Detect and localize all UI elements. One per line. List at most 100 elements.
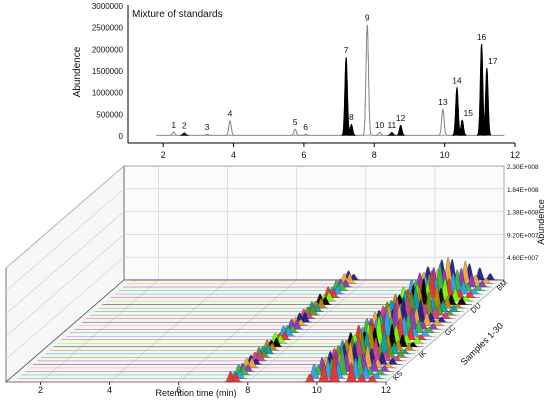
standards-chromatogram: Mixture of standards Abundence 050000010… [72, 2, 520, 160]
bottom-z-tick-label: 1.84E+008 [507, 187, 539, 194]
top-x-tick-label: 6 [301, 150, 306, 160]
sample-peak [228, 373, 243, 383]
grid-lines [5, 165, 505, 383]
peak-5: 5 [290, 117, 300, 136]
sample-peak [401, 343, 416, 351]
top-x-tick-label: 10 [440, 150, 450, 160]
peak-label: 14 [452, 75, 462, 85]
top-y-tick-label: 1000000 [92, 89, 124, 98]
peak-label: 8 [349, 112, 354, 122]
peak-label: 11 [387, 120, 396, 130]
peak-mark [396, 124, 405, 136]
bottom-z-tick-label: 9.20E+007 [507, 232, 539, 239]
bottom-x-tick-label: 10 [312, 385, 322, 395]
peak-6: 6 [301, 122, 310, 136]
peak-12: 12 [396, 113, 406, 136]
peak-17: 17 [482, 56, 498, 136]
peak-3: 3 [202, 122, 212, 136]
peak-label: 10 [375, 120, 385, 130]
bottom-x-tick-label: 2 [38, 385, 43, 395]
z-grid-line-left [5, 188, 125, 292]
peak-mark [387, 131, 396, 136]
peak-mark [290, 128, 300, 136]
peak-label: 16 [477, 32, 487, 42]
top-y-tick-label: 3000000 [92, 2, 124, 11]
bottom-x-tick-label: 8 [245, 385, 250, 395]
peak-mark [437, 108, 448, 136]
floor-grid-line [40, 279, 159, 383]
top-x-tick-label: 2 [161, 150, 166, 160]
peak-14: 14 [452, 75, 462, 136]
peak-label: 9 [365, 13, 370, 23]
floor-grid-line [247, 279, 367, 383]
bottom-x-label: Retention time (min) [155, 388, 236, 398]
peak-mark [180, 132, 189, 136]
peak-label: 15 [463, 108, 473, 118]
peak-mark [452, 86, 462, 136]
top-y-tick-label: 1500000 [92, 67, 124, 76]
top-y-tick-label: 500000 [96, 110, 123, 119]
peak-8: 8 [347, 112, 356, 136]
bottom-x-tick-label: 12 [381, 385, 391, 395]
peak-mark [375, 131, 384, 136]
peak-mark [457, 119, 467, 136]
peak-label: 17 [488, 56, 498, 66]
sample-peak [365, 375, 380, 383]
peak-label: 3 [205, 122, 210, 132]
floor-grid-line [109, 279, 228, 383]
peak-mark [202, 133, 212, 136]
floor-grid-line [385, 279, 505, 383]
peak-15: 15 [457, 108, 473, 136]
floor-grid-line [178, 279, 297, 383]
peak-mark [301, 133, 310, 136]
peak-mark [362, 24, 373, 136]
top-x-tick-label: 12 [510, 150, 520, 160]
peak-mark [169, 131, 178, 136]
peak-label: 4 [228, 109, 233, 119]
peak-mark [482, 68, 492, 136]
peak-7: 7 [341, 45, 352, 136]
bottom-z-tick-label: 4.60E+007 [507, 255, 539, 262]
sample-peak [303, 373, 317, 383]
top-title: Mixture of standards [132, 9, 223, 20]
peak-label: 7 [344, 45, 349, 55]
z-grid-line-left [5, 234, 125, 337]
depth-axis-label: Samples 1-30 [459, 321, 505, 367]
peak-1: 1 [169, 120, 178, 136]
peak-label: 1 [171, 120, 176, 130]
sample-traces [12, 256, 501, 383]
top-x-tick-label: 4 [231, 150, 236, 160]
top-y-tick-label: 2500000 [92, 24, 124, 33]
bottom-x-ticks: 2 4 6 8 10 12 [38, 382, 391, 395]
top-y-ticks: 0 500000 1000000 1500000 2000000 2500000 30000… [92, 2, 124, 141]
peak-10: 10 [375, 120, 385, 136]
peak-label: 2 [182, 121, 187, 131]
bottom-z-tick-label: 1.38E+008 [507, 210, 539, 217]
top-y-tick-label: 0 [119, 132, 124, 141]
bottom-x-tick-label: 6 [176, 385, 181, 395]
sample-peak [327, 354, 342, 383]
peak-mark [341, 57, 352, 136]
peak-4: 4 [225, 109, 235, 136]
top-y-label: Abundence [72, 46, 83, 97]
bottom-z-tick-label: 2.30E+008 [507, 164, 539, 171]
bottom-z-ticks: 4.60E+007 9.20E+007 1.38E+008 1.84E+008 2.30… [507, 164, 539, 262]
peak-label: 12 [396, 113, 406, 123]
top-x-tick-label: 8 [372, 150, 377, 160]
peak-mark [347, 123, 356, 136]
samples-3d-chromatogram: 2 4 6 8 10 12 4.60E+007 9.20E+007 1.38E+008 1.84… [4, 164, 546, 398]
peak-2: 2 [180, 121, 189, 136]
top-y-tick-label: 2000000 [92, 45, 124, 54]
peak-label: 6 [303, 122, 308, 132]
peak-11: 11 [387, 120, 397, 136]
bottom-z-label: Abundence [536, 199, 546, 245]
sample-peak [454, 297, 469, 305]
peak-9: 9 [362, 13, 373, 136]
z-grid-line-left [5, 165, 125, 269]
sample-group-label: IK [417, 349, 428, 360]
peak-label: 5 [293, 117, 298, 127]
peak-label: 13 [438, 97, 448, 107]
